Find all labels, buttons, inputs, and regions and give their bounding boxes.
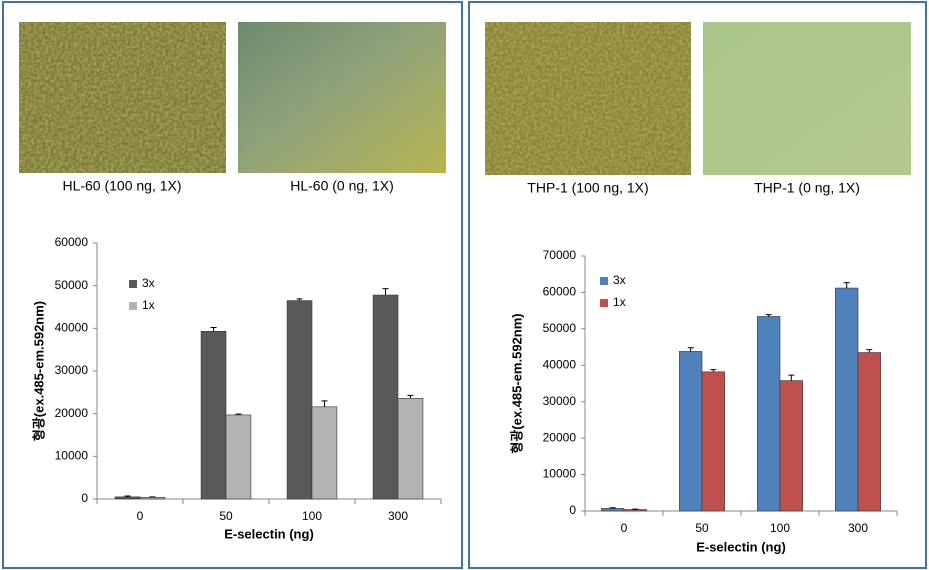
y-tick-label: 0 (569, 503, 576, 517)
error-bar (210, 326, 217, 332)
x-tick-label: 50 (695, 521, 709, 535)
x-tick-label: 100 (302, 509, 322, 523)
micrograph (703, 22, 911, 175)
image-caption: HL-60 (100 ng, 1X) (62, 178, 181, 194)
bar (200, 331, 227, 500)
y-axis-label: 형광(ex.485-em.592nm) (31, 301, 46, 441)
error-bar (124, 495, 131, 497)
bar (311, 406, 338, 500)
x-tick-label: 300 (848, 521, 868, 535)
legend-swatch (129, 302, 137, 310)
error-bar (788, 374, 795, 381)
bar (623, 509, 647, 512)
bar (835, 287, 859, 512)
bar (286, 300, 313, 500)
y-tick-label: 40000 (543, 357, 577, 371)
x-tick-label: 0 (137, 509, 144, 523)
error-bar (609, 507, 616, 509)
y-axis-label: 형광(ex.485-em.592nm) (509, 313, 524, 453)
bar (601, 508, 625, 512)
panel-border (2, 1, 463, 569)
error-bar (296, 298, 303, 301)
bar (857, 352, 881, 512)
x-tick-label: 0 (621, 521, 628, 535)
error-bar (765, 314, 772, 317)
error-bar (710, 369, 717, 372)
bar (701, 371, 725, 512)
bar (139, 496, 166, 500)
x-axis-label: E-selectin (ng) (696, 539, 786, 554)
error-bar (407, 394, 414, 399)
legend-label: 1x (142, 298, 155, 312)
bar (679, 351, 703, 512)
legend-label: 1x (613, 295, 626, 309)
x-axis-label: E-selectin (ng) (224, 526, 314, 541)
y-tick-label: 10000 (55, 449, 89, 463)
error-bar (321, 400, 328, 407)
image-caption: HL-60 (0 ng, 1X) (290, 178, 394, 194)
y-tick-label: 70000 (543, 248, 577, 262)
bar (225, 414, 252, 500)
y-tick-label: 30000 (543, 394, 577, 408)
y-tick-label: 60000 (55, 235, 89, 249)
x-tick-label: 100 (770, 521, 790, 535)
legend-label: 3x (142, 276, 155, 290)
bar (114, 496, 141, 500)
x-tick-label: 50 (219, 509, 233, 523)
micrograph (485, 22, 691, 175)
bar (779, 380, 803, 512)
micrograph (238, 22, 446, 173)
image-caption: THP-1 (0 ng, 1X) (754, 180, 860, 196)
error-bar (235, 413, 242, 415)
y-tick-label: 10000 (543, 467, 577, 481)
error-bar (382, 288, 389, 296)
y-tick-label: 40000 (55, 321, 89, 335)
error-bar (866, 349, 873, 353)
legend-swatch (600, 277, 608, 285)
micrograph (19, 22, 226, 173)
bar (757, 316, 781, 512)
y-tick-label: 20000 (55, 406, 89, 420)
y-tick-label: 60000 (543, 285, 577, 299)
y-tick-label: 50000 (55, 278, 89, 292)
y-tick-label: 30000 (55, 363, 89, 377)
bar (397, 398, 424, 500)
image-caption: THP-1 (100 ng, 1X) (527, 180, 648, 196)
legend-label: 3x (613, 273, 626, 287)
error-bar (843, 282, 850, 289)
error-bar (687, 347, 694, 352)
legend-swatch (129, 280, 137, 288)
panel-border (468, 1, 927, 569)
legend-swatch (600, 299, 608, 307)
y-tick-label: 50000 (543, 321, 577, 335)
bar (372, 294, 399, 500)
y-tick-label: 0 (81, 491, 88, 505)
x-tick-label: 300 (388, 509, 408, 523)
y-tick-label: 20000 (543, 430, 577, 444)
